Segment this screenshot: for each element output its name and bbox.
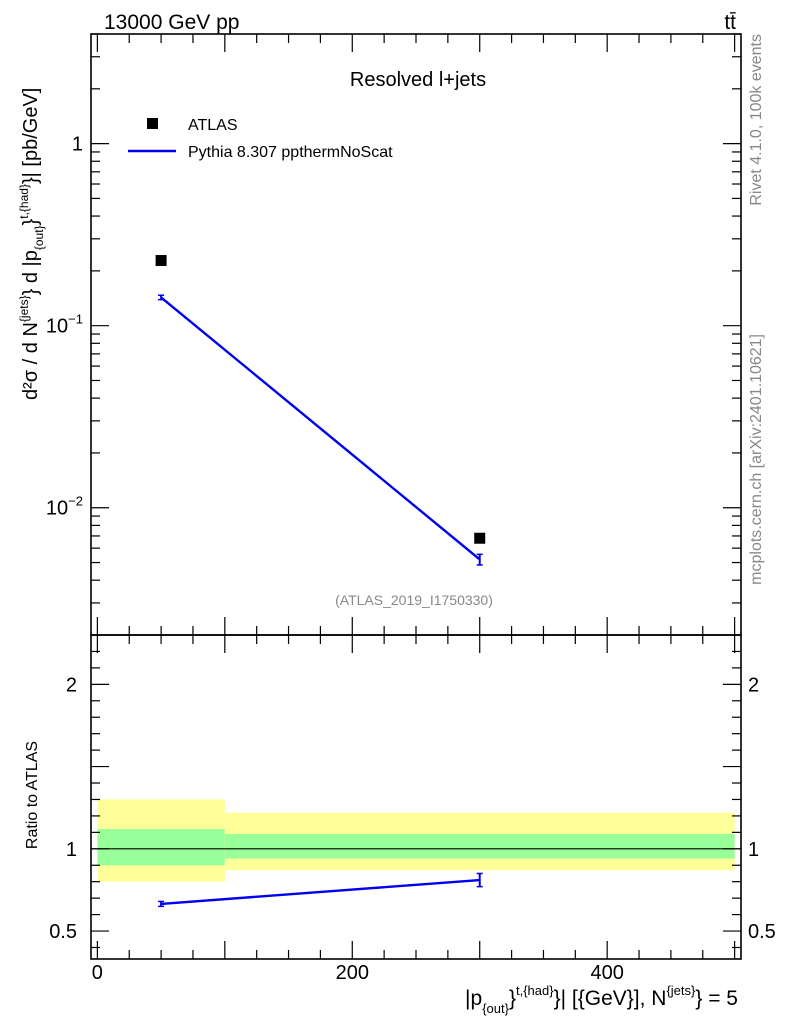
ratio-x-ticks: 0 200 400 — [92, 635, 736, 984]
analysis-watermark: (ATLAS_2019_I1750330) — [335, 592, 493, 608]
atlas-data-point — [155, 255, 167, 267]
ratio-y-tick-label-right: 1 — [748, 839, 759, 861]
main-y-ticks: 1 10−1 10−2 — [46, 33, 741, 636]
atlas-data-point — [474, 532, 486, 544]
ratio-y-axis-label: Ratio to ATLAS — [24, 741, 41, 849]
plot-title: Resolved l+jets — [350, 69, 486, 91]
ratio-plot-frame — [90, 634, 742, 960]
legend-mc-label: Pythia 8.307 ppthermNoScat — [188, 144, 393, 161]
ratio-uncertainty-bands — [97, 799, 735, 882]
ratio-y-ticks: 2 2 1 1 0.5 0.5 — [49, 650, 776, 949]
x-axis-label: |p{out}}t,{had}}| [{GeV}], N{jets}} = 5 — [465, 983, 738, 1016]
main-plot-panel: Resolved l+jets (ATLAS_2019_I1750330) 11… — [17, 33, 742, 636]
ratio-y-tick-label-left: 1 — [66, 839, 77, 861]
main-y-axis-label: d²σ / d N{jets}} d |p{out}}t,{had}}| [pb… — [17, 88, 46, 400]
legend-atlas-marker — [147, 118, 158, 129]
header-energy-label: 13000 GeV pp — [104, 11, 239, 34]
ratio-band-inner — [224, 834, 735, 859]
mc-series-line — [160, 296, 481, 561]
main-series — [155, 255, 486, 566]
legend: ATLAS Pythia 8.307 ppthermNoScat — [128, 117, 393, 161]
header-process-label: tt̄ — [724, 11, 736, 34]
ratio-y-tick-label-left: 2 — [66, 674, 77, 696]
ratio-mc-line — [161, 878, 480, 906]
mcplots-label: mcplots.cern.ch [arXiv:2401.10621] — [748, 334, 765, 585]
x-tick-label: 0 — [92, 962, 103, 984]
ratio-y-tick-label-left: 0.5 — [49, 921, 77, 943]
ratio-series — [158, 872, 483, 908]
rivet-version-label: Rivet 4.1.0, 100k events — [748, 34, 765, 206]
main-y-tick-label: 1 — [72, 134, 83, 156]
ratio-y-tick-label-right: 2 — [748, 674, 759, 696]
legend-atlas-label: ATLAS — [188, 117, 238, 134]
main-y-tick-label: 10−2 — [46, 494, 83, 520]
main-y-tick-label: 10−1 — [46, 312, 83, 338]
ratio-plot-panel: 2 2 1 1 0.5 0.5 0 200 400 Ratio to ATLAS |p{out… — [24, 634, 776, 1016]
x-tick-label: 400 — [590, 962, 623, 984]
x-tick-label: 200 — [336, 962, 369, 984]
ratio-band-inner — [97, 829, 225, 866]
ratio-y-tick-label-right: 0.5 — [748, 921, 776, 943]
